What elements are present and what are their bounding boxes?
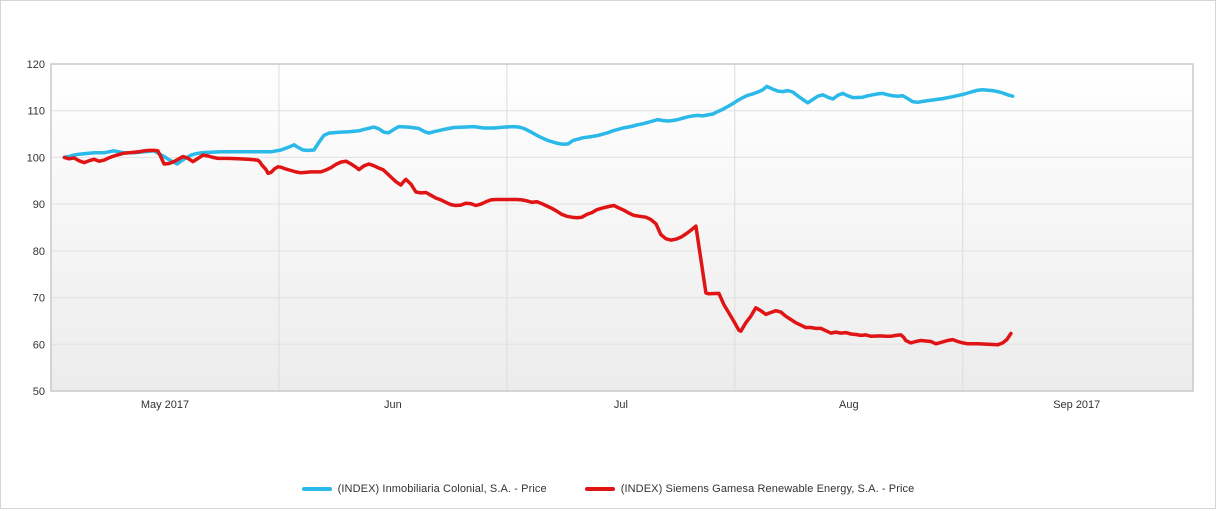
x-axis-tick-label: Jun <box>384 399 402 411</box>
legend-label: (INDEX) Inmobiliaria Colonial, S.A. - Pr… <box>337 483 547 495</box>
legend-item-siemens-gamesa[interactable]: (INDEX) Siemens Gamesa Renewable Energy,… <box>584 483 915 495</box>
x-axis-tick-label: Sep 2017 <box>1053 399 1100 411</box>
y-axis-tick-label: 110 <box>27 106 45 118</box>
y-axis-tick-label: 70 <box>33 293 45 305</box>
red-series-swatch-icon <box>584 487 615 491</box>
y-axis-tick-label: 100 <box>27 152 45 164</box>
y-axis-tick-label: 50 <box>33 386 45 398</box>
legend-item-inmobiliaria-colonial[interactable]: (INDEX) Inmobiliaria Colonial, S.A. - Pr… <box>301 483 547 495</box>
price-chart: 120 110 100 90 80 70 60 50 May 2017 Jun Jul Aug Sep … <box>27 59 1194 411</box>
series-line-siemens-gamesa <box>62 148 1013 347</box>
plot-background <box>51 64 1193 391</box>
y-axis-tick-label: 90 <box>33 199 45 211</box>
x-axis-tick-label: Jul <box>614 399 628 411</box>
plot-border <box>50 63 1194 392</box>
y-axis-tick-label: 80 <box>33 246 45 258</box>
y-axis-tick-label: 60 <box>33 339 45 351</box>
x-axis-tick-label: Aug <box>839 399 859 411</box>
y-axis-tick-label: 120 <box>27 59 45 71</box>
blue-series-swatch-icon <box>301 487 332 491</box>
legend-label: (INDEX) Siemens Gamesa Renewable Energy,… <box>620 483 915 495</box>
chart-legend: (INDEX) Inmobiliaria Colonial, S.A. - Pr… <box>1 483 1215 495</box>
x-axis-tick-label: May 2017 <box>141 399 189 411</box>
series-line-inmobiliaria-colonial <box>62 84 1015 166</box>
